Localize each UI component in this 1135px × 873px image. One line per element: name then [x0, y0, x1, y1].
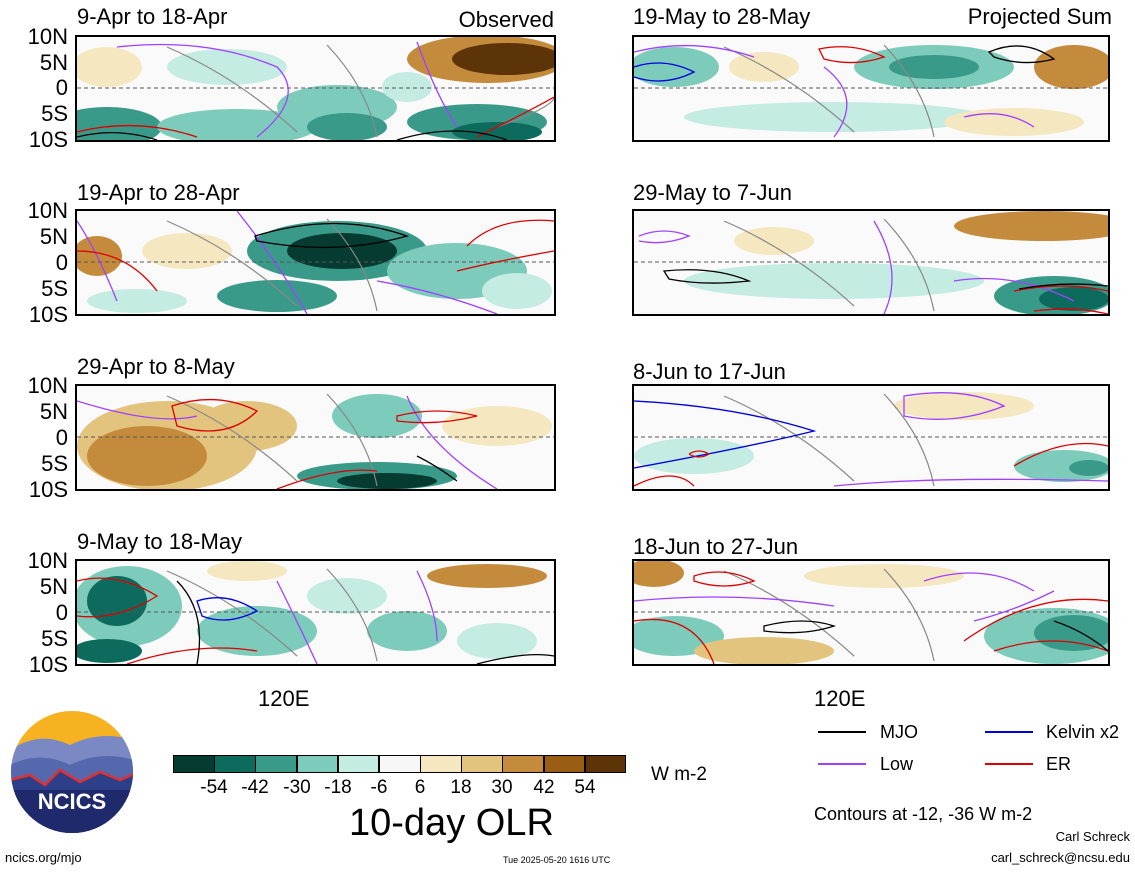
map-panel-left-1: [75, 35, 556, 142]
lat-label: 10S: [28, 652, 68, 677]
colorbar-tick: -6: [370, 777, 388, 798]
colorbar-tick: 6: [414, 777, 426, 798]
legend-line-kelvin: [985, 731, 1033, 733]
panel-title-right-2: 29-May to 7-Jun: [633, 180, 792, 205]
colorbar-swatch: [337, 755, 380, 773]
lat-label: 5N: [39, 50, 68, 75]
colorbar-tick: -54: [200, 777, 228, 798]
colorbar-ticks: -54 -42 -30 -18 -6 6 18 30 42 54: [173, 778, 626, 800]
panel-title-left-2: 19-Apr to 28-Apr: [77, 180, 240, 205]
legend-label-mjo: MJO: [880, 722, 918, 742]
chart-title: 10-day OLR: [349, 802, 554, 844]
lat-label: 10N: [27, 198, 68, 223]
author-name: Carl Schreck: [1055, 829, 1130, 844]
ncics-logo: NCICS: [10, 710, 134, 834]
map-panel-left-4: [75, 559, 556, 666]
colorbar-swatch: [173, 755, 215, 773]
lat-label: 5S: [41, 276, 68, 301]
timestamp: Tue 2025-05-20 1616 UTC: [503, 855, 611, 865]
site-link[interactable]: ncics.org/mjo: [5, 850, 82, 865]
author-email[interactable]: carl_schreck@ncsu.edu: [991, 850, 1130, 865]
colorbar-swatch: [214, 755, 256, 773]
colorbar-tick: 18: [450, 777, 472, 798]
panel-title-right-1: 19-May to 28-May: [633, 4, 811, 29]
legend-label-kelvin: Kelvin x2: [1046, 722, 1120, 742]
lat-label: 5S: [41, 626, 68, 651]
lat-label: 5N: [39, 399, 68, 424]
lat-label: 0: [55, 250, 68, 275]
lat-label: 0: [55, 425, 68, 450]
lat-label: 5S: [41, 101, 68, 126]
lat-label: 10S: [28, 302, 68, 327]
colorbar-swatch: [420, 755, 462, 773]
lon-label-right: 120E: [814, 686, 866, 711]
legend-line-mjo: [818, 731, 866, 733]
colorbar-swatch: [378, 755, 421, 773]
contours-note: Contours at -12, -36 W m-2: [814, 804, 1033, 824]
colorbar-swatch: [296, 755, 339, 773]
map-panel-right-4: [632, 559, 1110, 666]
colorbar-units: W m-2: [651, 764, 707, 785]
lat-label: 0: [55, 600, 68, 625]
panel-title-right-4: 18-Jun to 27-Jun: [633, 534, 799, 559]
colorbar-tick: 30: [491, 777, 513, 798]
colorbar-tick: 54: [574, 777, 596, 798]
legend-label-low: Low: [880, 754, 914, 774]
lat-label: 10S: [28, 477, 68, 502]
colorbar-swatch: [543, 755, 586, 773]
map-panel-left-2: [75, 209, 556, 316]
lat-label: 5N: [39, 574, 68, 599]
lat-label: 10S: [28, 127, 68, 152]
map-panel-right-1: [632, 35, 1110, 142]
panel-title-left-4: 9-May to 18-May: [77, 529, 243, 554]
legend-line-er: [985, 763, 1033, 765]
lat-label: 10N: [27, 24, 68, 49]
projected-label: Projected Sum: [967, 4, 1112, 29]
lat-label: 0: [55, 75, 68, 100]
colorbar-swatch: [461, 755, 503, 773]
observed-label: Observed: [458, 7, 554, 32]
lon-label-left: 120E: [258, 686, 310, 711]
colorbar-swatch: [584, 755, 627, 773]
colorbar-tick: -30: [283, 777, 311, 798]
panel-title-left-1: 9-Apr to 18-Apr: [77, 4, 228, 29]
lat-label: 10N: [27, 548, 68, 573]
colorbar: [173, 755, 627, 773]
legend-line-low: [818, 763, 866, 765]
panel-title-right-3: 8-Jun to 17-Jun: [633, 359, 786, 384]
colorbar-swatch: [502, 755, 545, 773]
lat-label: 5N: [39, 224, 68, 249]
legend-label-er: ER: [1046, 754, 1072, 774]
colorbar-tick: -18: [324, 777, 352, 798]
lat-label: 10N: [27, 373, 68, 398]
colorbar-swatch: [255, 755, 298, 773]
map-panel-right-2: [632, 209, 1110, 316]
logo-text: NCICS: [37, 789, 107, 814]
map-panel-right-3: [632, 384, 1110, 491]
lat-label: 5S: [41, 451, 68, 476]
colorbar-tick: 42: [533, 777, 555, 798]
colorbar-tick: -42: [241, 777, 269, 798]
map-panel-left-3: [75, 384, 556, 491]
panel-title-left-3: 29-Apr to 8-May: [77, 354, 235, 379]
